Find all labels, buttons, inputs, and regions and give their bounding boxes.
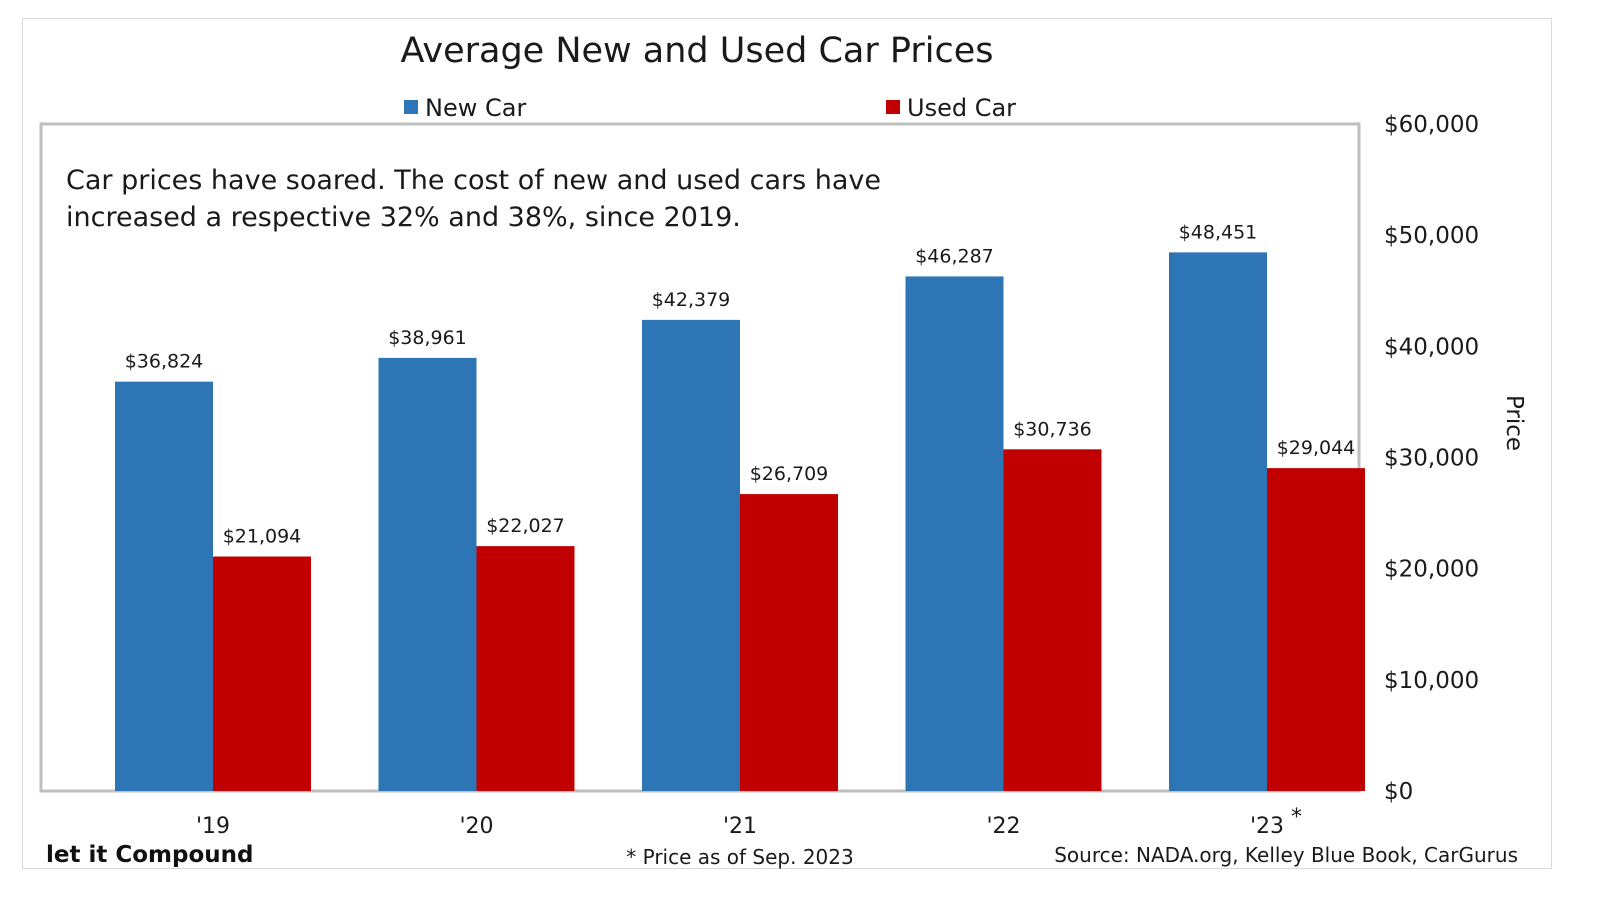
legend-swatch-used-car — [886, 100, 900, 114]
legend-swatch-new-car — [404, 100, 418, 114]
x-tick-label: '19 — [196, 814, 230, 839]
bar-new-car-4 — [1169, 252, 1267, 792]
x-axis: '19 '20 '21 '22 '23 * — [196, 805, 1302, 839]
x-tick-label: '21 — [723, 814, 757, 839]
y-tick-label: $30,000 — [1384, 446, 1479, 472]
data-label-used-car-2: $26,709 — [750, 463, 829, 485]
y-tick-label: $0 — [1384, 779, 1413, 805]
x-tick-label: '22 — [986, 814, 1020, 839]
y-axis: $0 $10,000 $20,000 $30,000 $40,000 $50,000 $60… — [1384, 112, 1479, 805]
bar-used-car-3 — [1003, 449, 1102, 791]
bar-used-car-0 — [213, 556, 311, 791]
legend-label-new-car: New Car — [425, 94, 526, 122]
x-tick-asterisk: * — [1291, 805, 1302, 830]
data-label-new-car-4: $48,451 — [1179, 221, 1258, 243]
y-tick-label: $40,000 — [1384, 334, 1479, 360]
source-note: Source: NADA.org, Kelley Blue Book, CarG… — [1054, 843, 1518, 867]
y-axis-label: Price — [1501, 395, 1527, 451]
y-tick-label: $50,000 — [1384, 223, 1479, 249]
x-tick-label: '20 — [459, 814, 493, 839]
brand-logo: let it Compound — [46, 842, 254, 868]
bars-group — [115, 252, 1365, 792]
data-label-new-car-2: $42,379 — [652, 289, 731, 311]
bar-new-car-2 — [642, 319, 740, 791]
bar-used-car-2 — [740, 494, 838, 791]
y-tick-label: $10,000 — [1384, 668, 1479, 694]
data-label-new-car-1: $38,961 — [388, 327, 467, 349]
bar-new-car-3 — [905, 276, 1004, 791]
annotation-line-1: Car prices have soared. The cost of new … — [66, 165, 881, 196]
chart-title: Average New and Used Car Prices — [400, 31, 993, 71]
x-tick-label: '23 — [1250, 814, 1284, 839]
annotation-line-2: increased a respective 32% and 38%, sinc… — [66, 202, 741, 233]
legend: New Car Used Car — [404, 94, 1016, 122]
bar-new-car-0 — [115, 381, 213, 791]
chart-frame — [22, 18, 1552, 869]
data-label-used-car-3: $30,736 — [1013, 418, 1092, 440]
data-label-new-car-3: $46,287 — [915, 245, 994, 267]
data-label-used-car-0: $21,094 — [223, 526, 302, 548]
data-label-new-car-0: $36,824 — [125, 351, 204, 373]
y-tick-label: $60,000 — [1384, 112, 1479, 138]
data-labels-group: $36,824 $21,094 $38,961 $22,027 $42,379 $26,7… — [125, 221, 1356, 547]
bar-new-car-1 — [378, 357, 477, 791]
bar-used-car-4 — [1267, 468, 1365, 791]
bar-used-car-1 — [476, 546, 575, 791]
legend-label-used-car: Used Car — [907, 94, 1016, 122]
y-tick-label: $20,000 — [1384, 557, 1479, 583]
data-label-used-car-4: $29,044 — [1277, 437, 1356, 459]
data-label-used-car-1: $22,027 — [486, 515, 565, 537]
footnote: * Price as of Sep. 2023 — [626, 845, 853, 869]
